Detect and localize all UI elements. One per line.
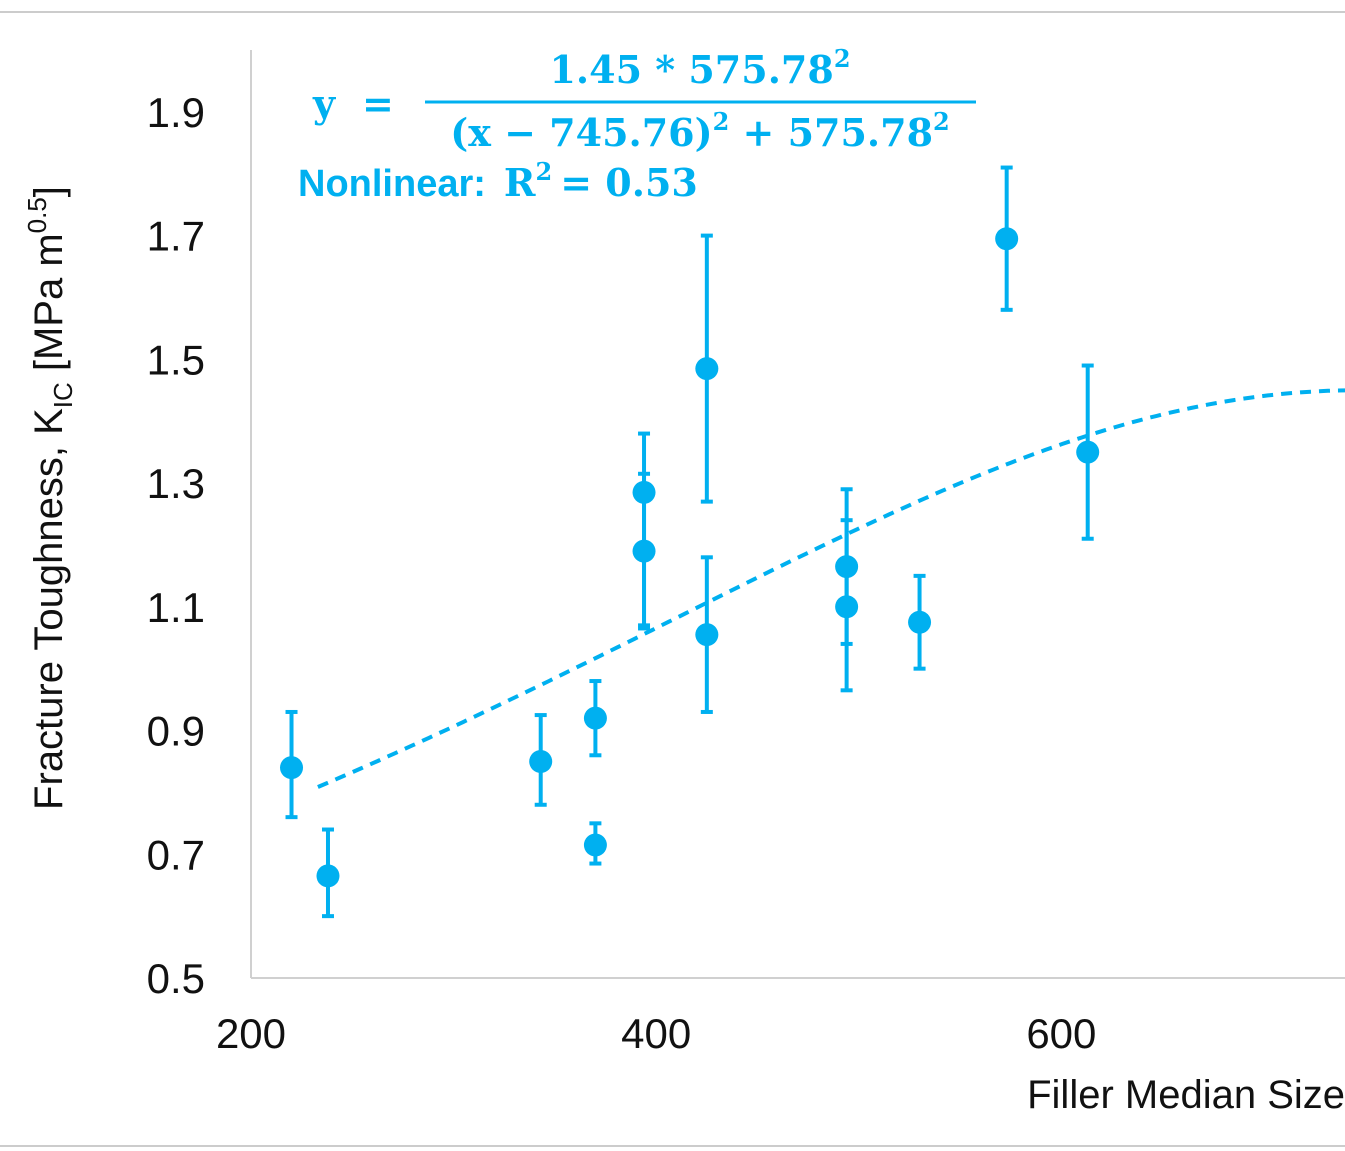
- data-point-marker: [835, 595, 859, 619]
- data-point-group: [835, 518, 859, 693]
- y-tick-label: 1.7: [147, 213, 205, 260]
- y-axis-title: Fracture Toughness, KIC [MPa m0.5]: [22, 186, 78, 810]
- data-point-marker: [529, 749, 553, 773]
- data-point-marker: [695, 623, 719, 647]
- data-point-group: [695, 555, 719, 714]
- y-axis-title-unit: [MPa m: [27, 233, 71, 382]
- data-point-marker: [908, 610, 932, 634]
- equation-equals: =: [362, 81, 394, 126]
- y-tick-label: 1.5: [147, 336, 205, 383]
- y-axis-title-close: ]: [27, 186, 71, 197]
- y-tick-label: 0.5: [147, 955, 205, 1002]
- y-tick-label: 1.3: [147, 460, 205, 507]
- equation-numerator: 1.45 * 575.782: [549, 44, 850, 92]
- x-tick-label: 400: [621, 1010, 691, 1057]
- data-point-group: [280, 709, 304, 820]
- data-point-group: [995, 165, 1019, 312]
- nonlinear-fit-curve: [317, 388, 1345, 789]
- y-tick-label: 0.9: [147, 708, 205, 755]
- y-tick-label: 1.1: [147, 584, 205, 631]
- x-axis-title: Filler Median Size: [1027, 1073, 1345, 1117]
- data-points: [280, 165, 1100, 919]
- data-point-group: [632, 471, 656, 628]
- x-tick-label: 600: [1026, 1010, 1096, 1057]
- data-point-marker: [583, 833, 607, 857]
- equation-y: y: [312, 81, 336, 126]
- y-tick-labels: 0.5 0.7 0.9 1.1 1.3 1.5 1.7 1.9: [147, 89, 205, 1002]
- equation-denominator: (x − 745.76)2 + 575.782: [450, 107, 950, 155]
- y-axis-title-subscript: IC: [48, 382, 78, 408]
- data-point-marker: [583, 706, 607, 730]
- data-point-marker: [632, 539, 656, 563]
- data-point-group: [583, 679, 607, 758]
- data-point-marker: [995, 227, 1019, 251]
- data-point-marker: [316, 864, 340, 888]
- fit-equation: y = 1.45 * 575.782 (x − 745.76)2 + 575.7…: [298, 44, 976, 205]
- equation-r-squared: Nonlinear: R2 = 0.53: [298, 157, 698, 205]
- y-tick-label: 0.7: [147, 831, 205, 878]
- y-tick-label: 1.9: [147, 89, 205, 136]
- data-point-group: [1076, 363, 1100, 541]
- data-point-group: [316, 827, 340, 919]
- x-tick-labels: 200 400 600: [216, 1010, 1096, 1057]
- data-point-marker: [1076, 440, 1100, 464]
- data-point-marker: [695, 357, 719, 381]
- data-point-marker: [280, 756, 304, 780]
- data-point-group: [695, 233, 719, 504]
- data-point-group: [908, 573, 932, 671]
- data-point-group: [529, 713, 553, 807]
- x-tick-label: 200: [216, 1010, 286, 1057]
- y-axis-title-main: Fracture Toughness, K: [27, 408, 71, 810]
- y-axis-title-superscript: 0.5: [22, 197, 52, 233]
- data-point-group: [583, 821, 607, 866]
